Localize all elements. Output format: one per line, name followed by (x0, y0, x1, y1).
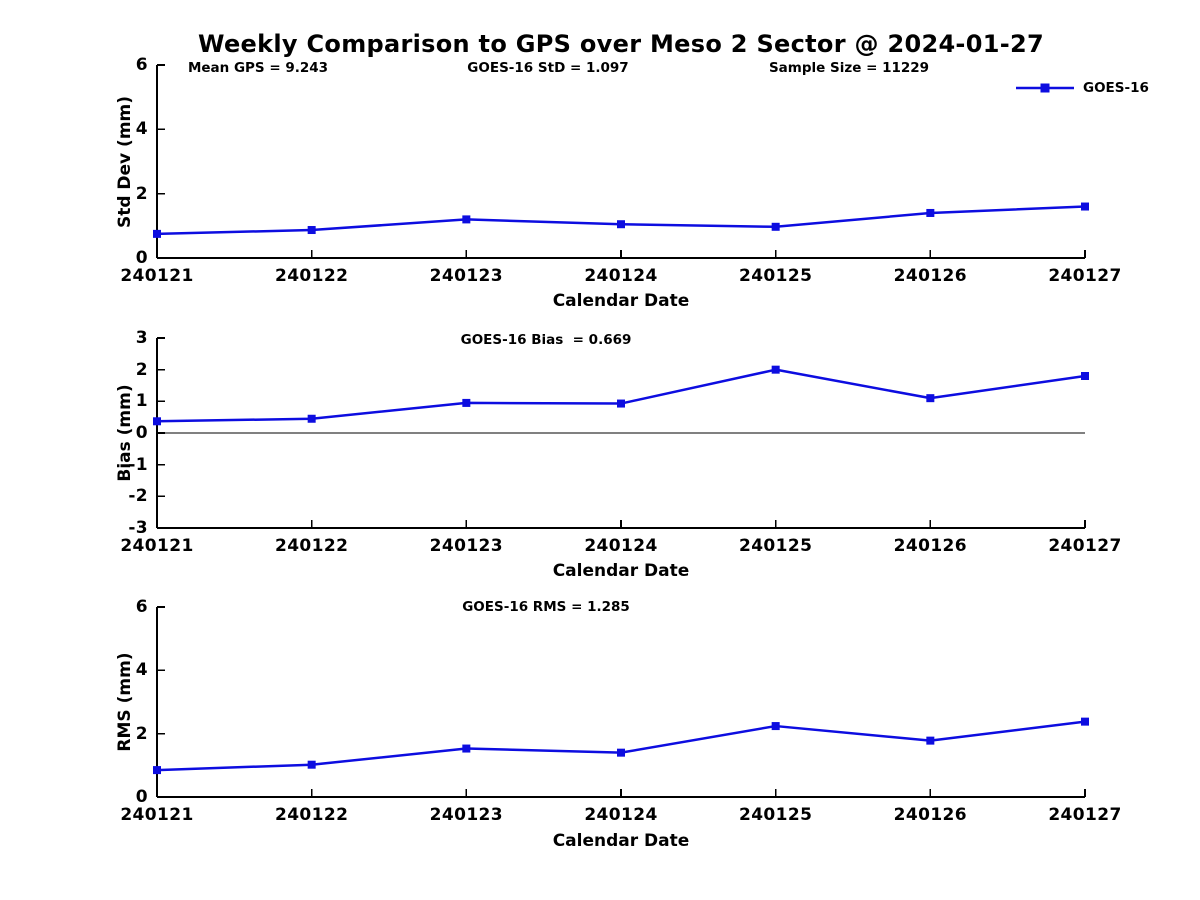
data-point-marker (617, 748, 625, 757)
x-tick-label: 240127 (1048, 536, 1122, 556)
data-point-marker (153, 766, 161, 775)
data-point-marker (771, 722, 780, 731)
y-axis-label: RMS (mm) (115, 652, 135, 752)
data-point-marker (617, 220, 625, 229)
x-tick-label: 240125 (738, 536, 813, 556)
y-tick-label: 1 (135, 391, 148, 412)
data-point-marker (617, 399, 625, 408)
y-tick-label: 2 (135, 359, 148, 380)
x-tick-label: 240122 (274, 536, 349, 556)
y-tick-label: 6 (135, 55, 148, 75)
data-point-marker (307, 414, 316, 423)
legend-label: GOES-16 (1083, 80, 1149, 96)
data-point-marker (462, 398, 471, 407)
x-tick-label: 240124 (584, 536, 658, 556)
chart-std-dev (153, 64, 1089, 259)
y-tick-label: -3 (128, 518, 148, 538)
y-tick-label: -1 (128, 454, 148, 475)
data-point-marker (926, 736, 935, 745)
series-goes-16 (153, 202, 1089, 238)
data-point-marker (1081, 372, 1089, 380)
x-tick-label: 240122 (274, 805, 349, 825)
annotation-mean-gps: Mean GPS = 9.243 (187, 60, 329, 76)
data-point-marker (153, 417, 161, 426)
x-tick-label: 240121 (120, 536, 194, 556)
x-tick-label: 240121 (120, 805, 194, 825)
y-tick-label: 4 (135, 119, 148, 140)
x-tick-label: 240126 (893, 536, 968, 556)
y-axis-label: Std Dev (mm) (115, 95, 135, 228)
figure-title: Weekly Comparison to GPS over Meso 2 Sec… (198, 30, 1044, 58)
data-point-marker (307, 760, 316, 769)
legend: GOES-16 (1014, 78, 1149, 98)
x-tick-label: 240122 (274, 266, 349, 286)
y-tick-label: 4 (135, 660, 148, 681)
y-tick-label: 2 (135, 183, 148, 204)
y-tick-label: 2 (135, 723, 148, 744)
x-axis-label: Calendar Date (552, 291, 690, 311)
x-tick-label: 240125 (738, 266, 813, 286)
annotation-goes16-std: GOES-16 StD = 1.097 (467, 60, 629, 76)
chart-subtitle-bias: GOES-16 Bias = 0.669 (460, 332, 632, 348)
series-line (156, 368, 1086, 423)
x-tick-label: 240123 (429, 536, 504, 556)
annotation-sample-size: Sample Size = 11229 (768, 60, 930, 76)
x-tick-label: 240126 (893, 805, 968, 825)
chart-subtitle-rms: GOES-16 RMS = 1.285 (462, 599, 630, 615)
y-tick-label: -2 (128, 486, 148, 507)
chart-rms (153, 606, 1089, 798)
data-point-marker (462, 215, 471, 224)
x-tick-label: 240127 (1048, 266, 1122, 286)
data-point-marker (1081, 202, 1089, 211)
y-axis-label: Bias (mm) (115, 384, 135, 482)
series-goes-16 (153, 717, 1089, 775)
data-point-marker (926, 208, 935, 217)
data-point-marker (307, 226, 316, 235)
series-goes-16 (153, 365, 1089, 426)
x-tick-label: 240124 (584, 266, 658, 286)
data-point-marker (926, 394, 935, 403)
data-point-marker (1081, 717, 1089, 726)
chart-bias (153, 337, 1089, 529)
y-tick-label: 0 (135, 787, 148, 807)
y-tick-label: 3 (135, 328, 148, 348)
data-point-marker (771, 365, 780, 374)
x-axis-label: Calendar Date (552, 561, 690, 581)
y-tick-label: 0 (135, 423, 148, 443)
data-point-marker (462, 744, 471, 753)
x-tick-label: 240125 (738, 805, 813, 825)
y-tick-label: 6 (135, 597, 148, 617)
x-tick-label: 240124 (584, 805, 658, 825)
y-tick-label: 0 (135, 248, 148, 268)
data-point-marker (771, 222, 780, 231)
series-line (156, 205, 1086, 236)
x-tick-label: 240126 (893, 266, 968, 286)
x-tick-label: 240123 (429, 266, 504, 286)
legend-line-marker-icon (1016, 83, 1074, 93)
x-tick-label: 240121 (120, 266, 194, 286)
data-point-marker (153, 229, 161, 238)
x-axis-label: Calendar Date (552, 831, 690, 851)
x-tick-label: 240123 (429, 805, 504, 825)
series-line (156, 720, 1086, 772)
x-tick-label: 240127 (1048, 805, 1122, 825)
